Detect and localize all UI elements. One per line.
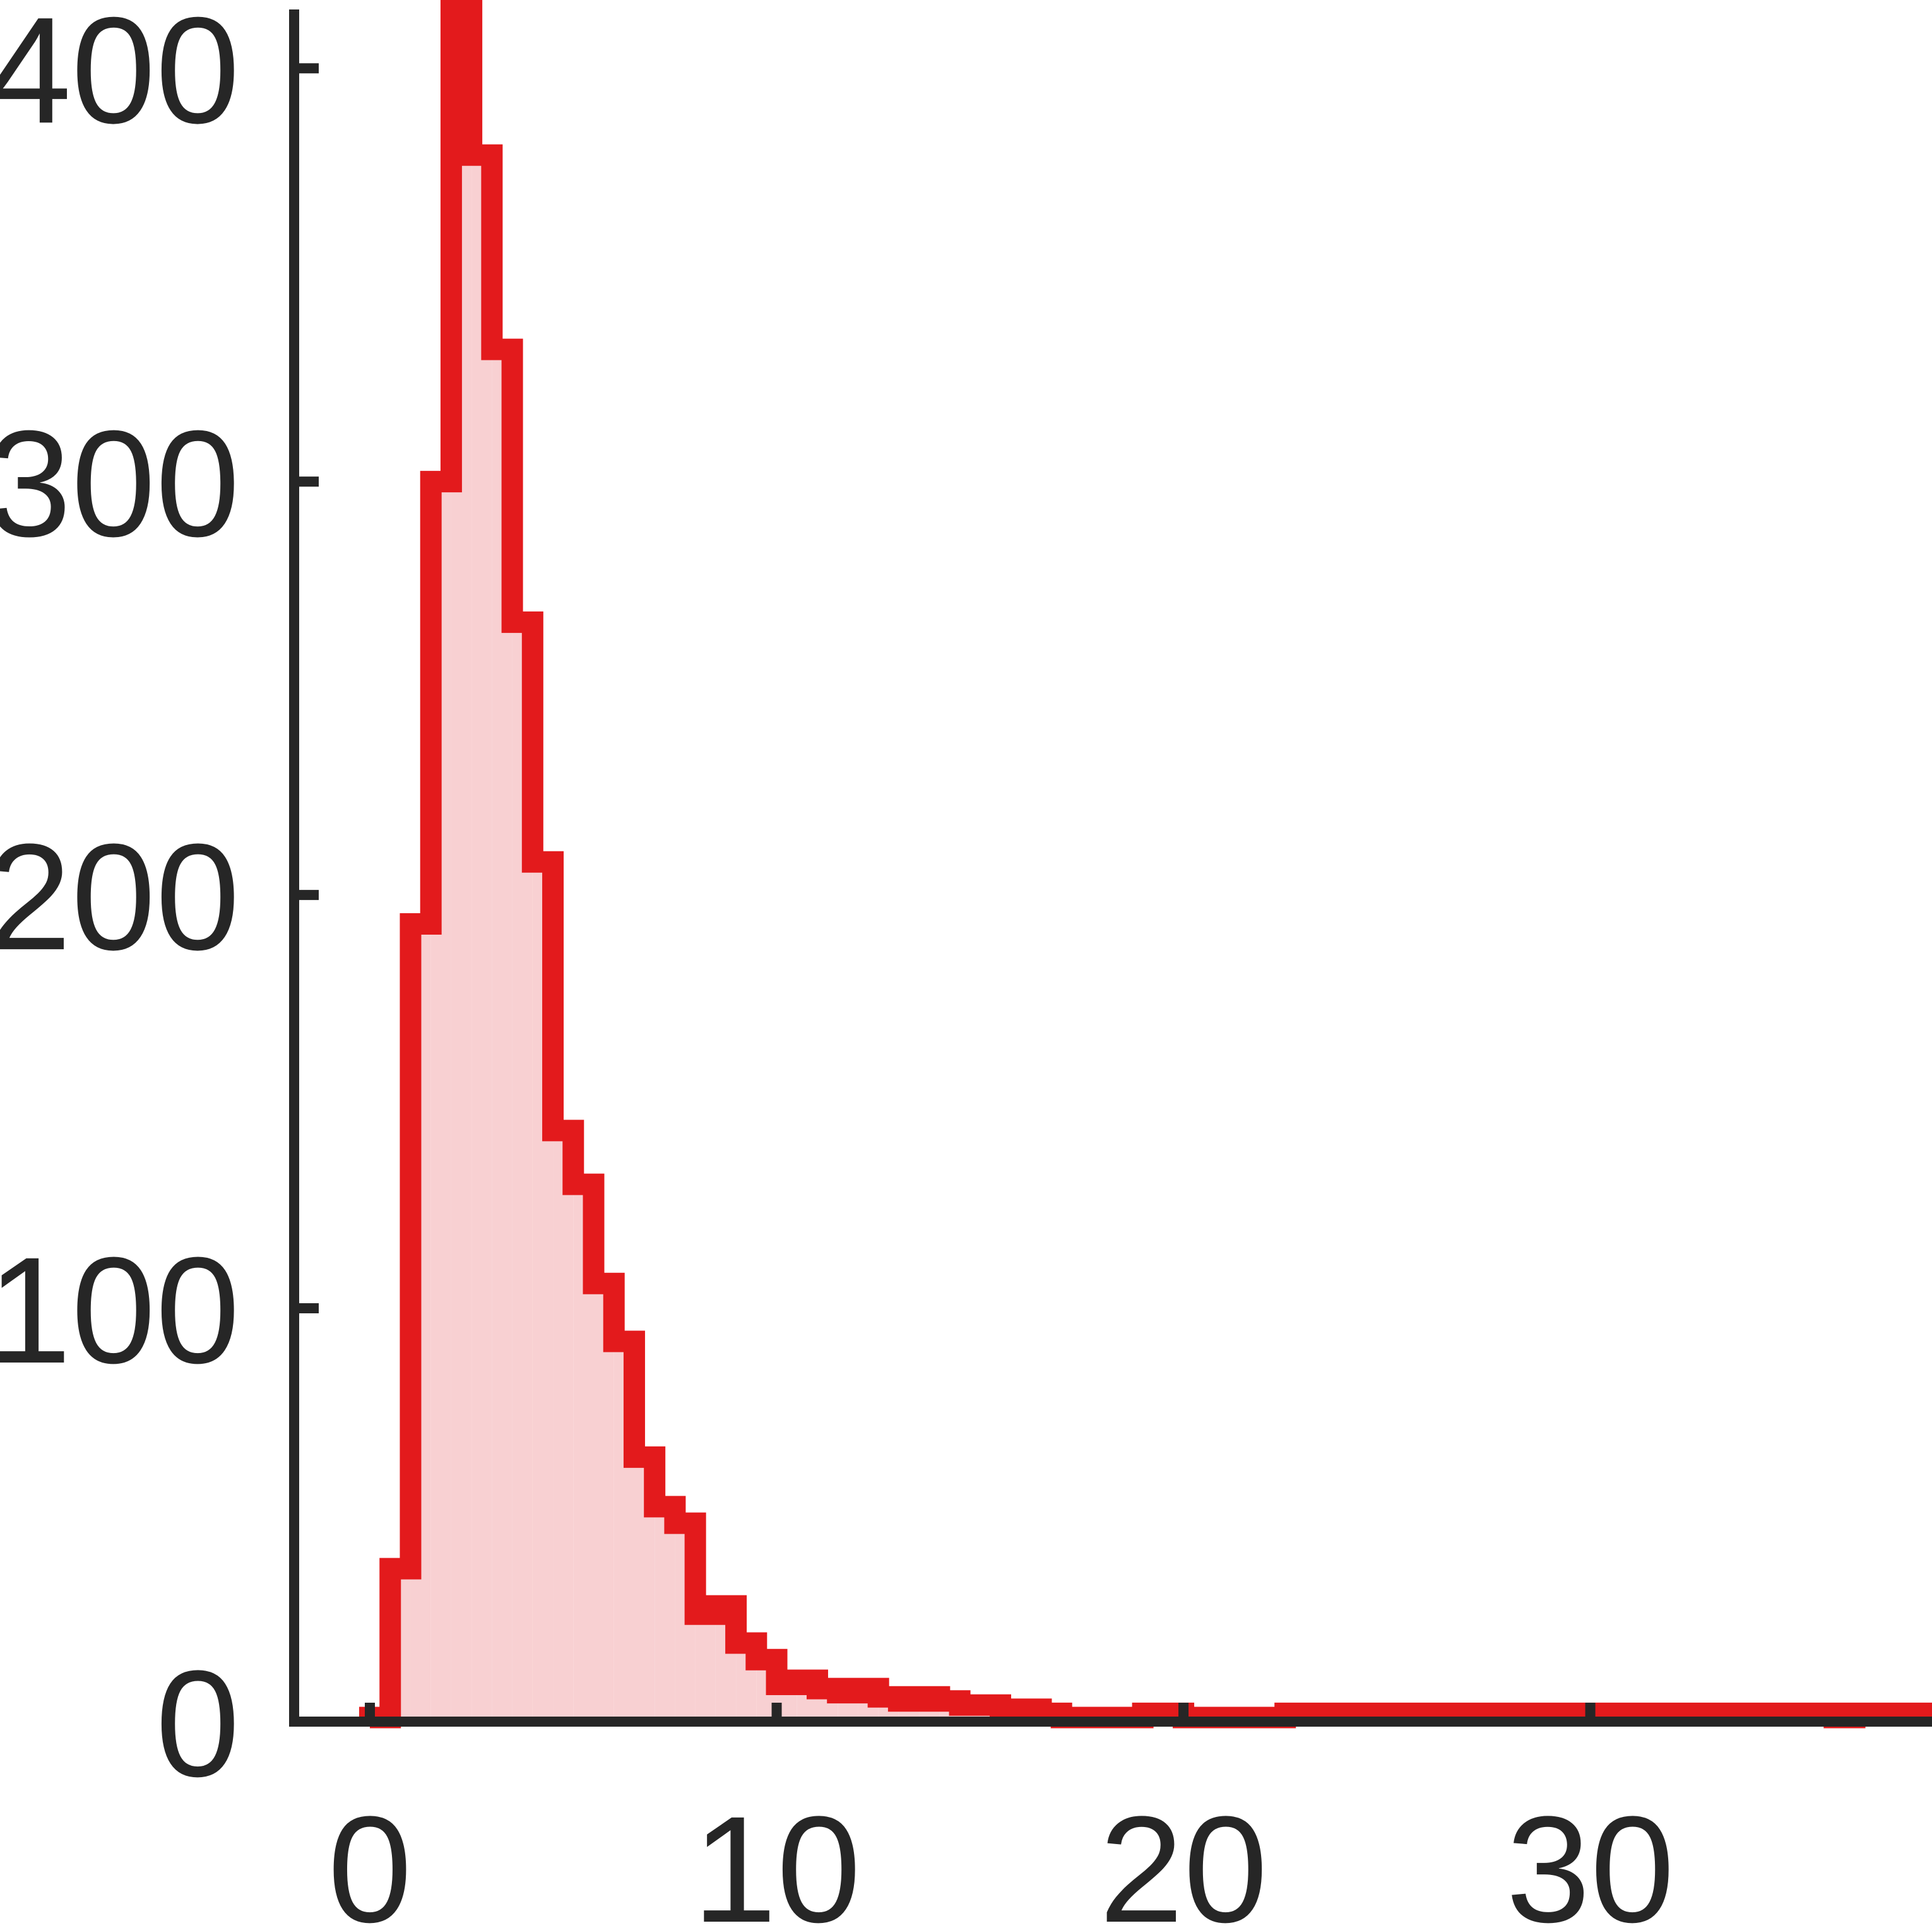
histogram-bar <box>655 1506 675 1722</box>
axes <box>289 9 1932 1727</box>
x-tick-label: 30 <box>1506 1785 1674 1928</box>
y-tick-label: 0 <box>156 1639 240 1808</box>
y-tick-label: 400 <box>0 0 240 155</box>
histogram-bar <box>471 155 492 1722</box>
histogram-bar <box>553 1130 574 1722</box>
x-tick-label: 0 <box>328 1785 412 1928</box>
x-tick-label: 10 <box>692 1785 861 1928</box>
y-tick-label: 300 <box>0 399 240 568</box>
histogram-bar <box>695 1614 716 1722</box>
plot-area <box>359 0 1932 1729</box>
histogram-step-line <box>359 0 1932 1729</box>
tick-labels: 0 100 200 300 400 0 10 20 30 <box>0 0 1674 1928</box>
histogram-bar <box>593 1283 614 1722</box>
y-tick-label: 100 <box>0 1226 240 1395</box>
y-tick-label: 200 <box>0 812 240 981</box>
x-tick-label: 20 <box>1099 1785 1268 1928</box>
